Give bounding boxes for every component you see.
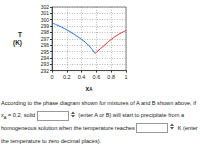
svg-text:x: x (85, 84, 90, 92)
svg-text:(K): (K) (13, 39, 22, 47)
svg-text:302: 302 (41, 4, 50, 10)
html-text:K (enter the temperature to ze: K (enter the temperature to zero decimal… (1, 125, 198, 144)
svg-text:0.6: 0.6 (93, 74, 101, 80)
svg-text:292: 292 (41, 68, 50, 74)
svg-text:0.8: 0.8 (107, 74, 115, 80)
svg-text:1: 1 (124, 74, 127, 80)
svg-text:295: 295 (41, 49, 50, 55)
svg-text:298: 298 (41, 29, 50, 35)
svg-text:A: A (89, 87, 93, 92)
svg-text:296: 296 (41, 42, 50, 48)
svg-text:301: 301 (41, 10, 50, 16)
svg-text:0.2: 0.2 (63, 74, 71, 80)
svg-text:T: T (18, 31, 22, 38)
html-text:According to the phase diagram: According to the phase diagram shown for… (1, 100, 196, 121)
svg-text:0.4: 0.4 (78, 74, 86, 80)
svg-text:294: 294 (41, 55, 50, 61)
svg-text:300: 300 (41, 17, 50, 23)
svg-text:299: 299 (41, 23, 50, 29)
svg-text:293: 293 (41, 61, 50, 67)
html-text:(enter A or B) will start to p: (enter A or B) will start to precipitate… (1, 112, 185, 131)
svg-text:0: 0 (50, 74, 53, 80)
svg-text:297: 297 (41, 36, 50, 42)
